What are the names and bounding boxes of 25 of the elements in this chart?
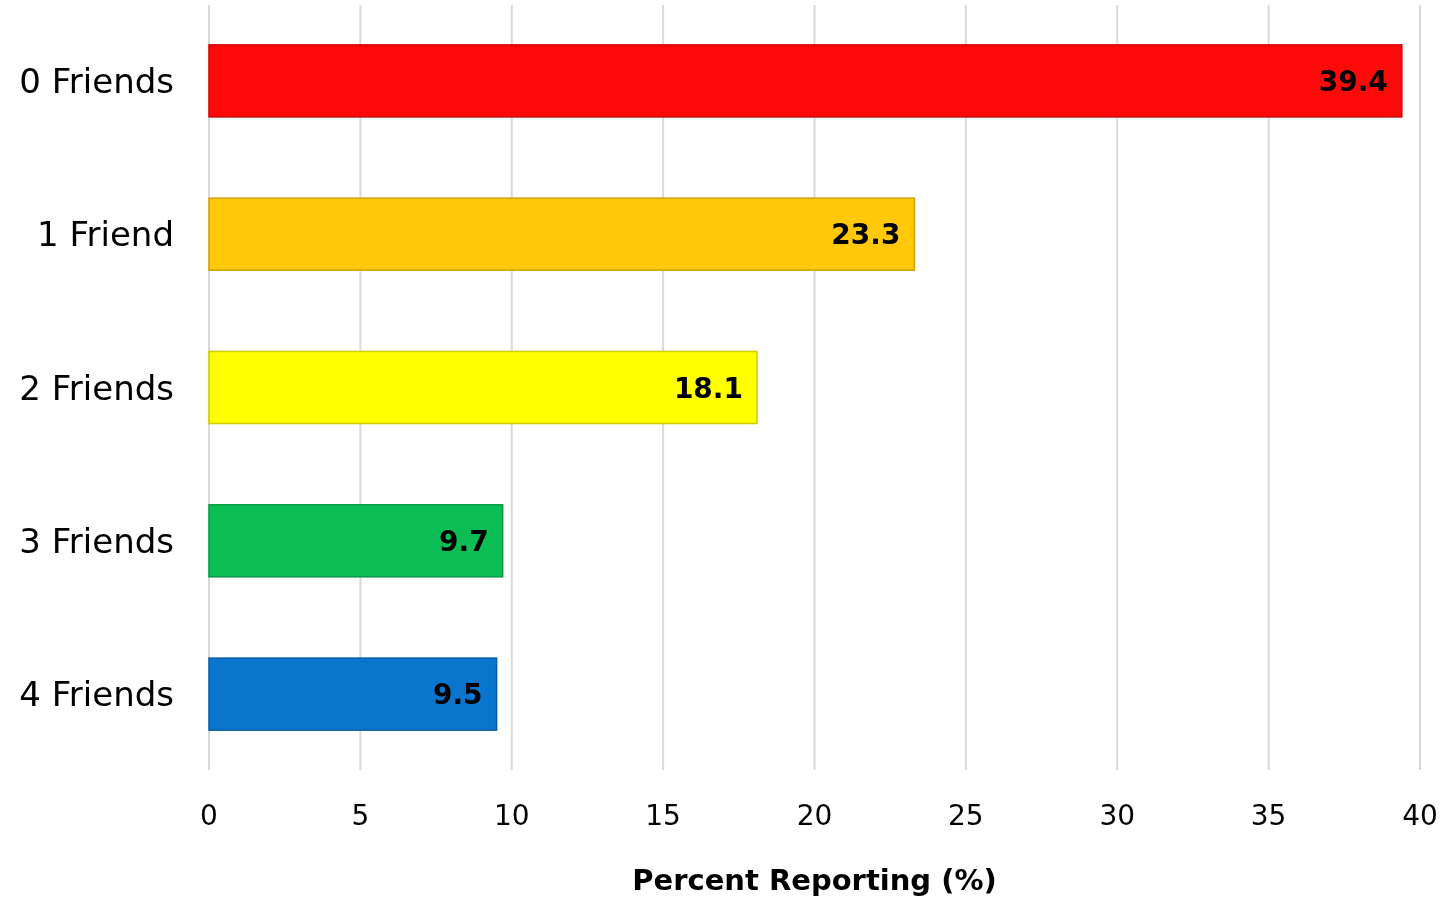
- x-tick-label: 35: [1250, 799, 1287, 832]
- data-label: 39.4: [1318, 64, 1388, 98]
- y-tick-label: 1 Friend: [37, 214, 174, 255]
- data-label: 9.7: [439, 524, 489, 558]
- x-tick-label: 40: [1402, 799, 1438, 832]
- data-label: 18.1: [673, 371, 743, 405]
- x-axis-title: Percent Reporting (%): [632, 863, 997, 897]
- y-tick-label: 4 Friends: [19, 674, 174, 715]
- x-tick-label: 15: [645, 799, 681, 832]
- data-label: 9.5: [433, 678, 483, 712]
- y-tick-label: 0 Friends: [19, 61, 174, 102]
- x-tick-label: 20: [796, 799, 833, 832]
- x-tick-label: 10: [493, 799, 530, 832]
- y-tick-label: 3 Friends: [19, 521, 174, 562]
- x-tick-label: 0: [200, 799, 218, 832]
- bar: [208, 504, 504, 578]
- bar: [208, 350, 758, 425]
- bar: [208, 44, 1403, 118]
- x-tick-label: 25: [948, 799, 984, 832]
- y-tick-label: 2 Friends: [19, 367, 174, 408]
- x-tick-label: 30: [1099, 799, 1136, 832]
- data-label: 23.3: [831, 218, 901, 252]
- bar: [208, 657, 498, 731]
- x-tick-label: 5: [351, 799, 370, 832]
- bar: [208, 197, 916, 271]
